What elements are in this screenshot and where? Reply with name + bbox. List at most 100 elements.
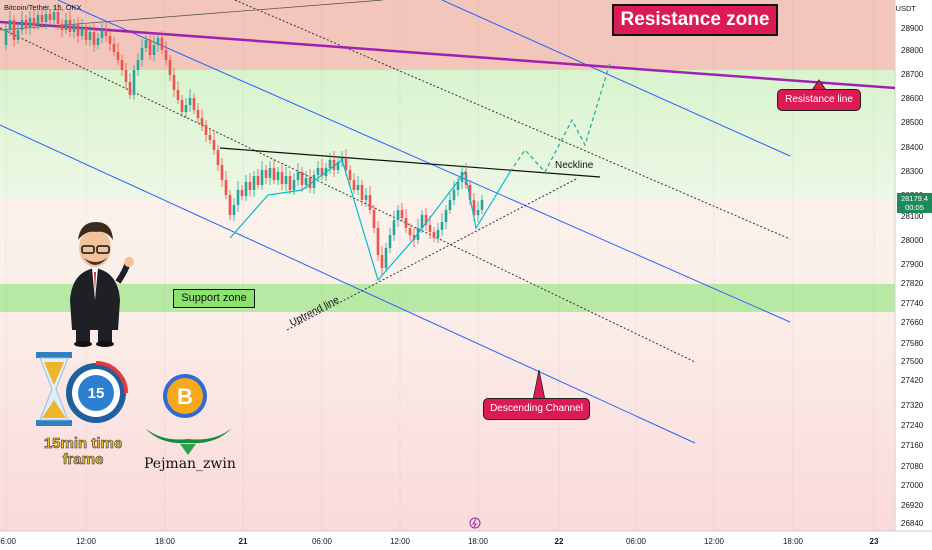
price-tick-label: 27080 bbox=[901, 462, 924, 471]
candle-body bbox=[404, 218, 408, 228]
candle-body bbox=[40, 15, 44, 22]
time-axis-background bbox=[0, 531, 932, 550]
channel-top-line[interactable] bbox=[441, 0, 791, 157]
svg-text:B: B bbox=[177, 384, 193, 409]
candle-body bbox=[168, 60, 172, 75]
time-tick-label: 12:00 bbox=[390, 537, 411, 546]
time-tick-label: 18:00 bbox=[783, 537, 804, 546]
candle-body bbox=[380, 255, 384, 268]
candle-body bbox=[96, 38, 100, 45]
grid-lines bbox=[5, 0, 875, 531]
candle-body bbox=[176, 90, 180, 100]
candle-body bbox=[424, 215, 428, 225]
svg-text:15: 15 bbox=[88, 385, 105, 402]
hourglass-icon bbox=[36, 352, 72, 426]
channel-lower-line[interactable] bbox=[0, 124, 696, 444]
candle-body bbox=[16, 30, 20, 40]
candle-body bbox=[8, 20, 12, 30]
candle-body bbox=[156, 38, 160, 45]
candle-body bbox=[244, 182, 248, 196]
candle-body bbox=[148, 40, 152, 55]
timeframe-label: 15min time frame bbox=[43, 435, 123, 468]
resistance-line[interactable] bbox=[0, 20, 896, 90]
candle-body bbox=[144, 40, 148, 48]
candle-body bbox=[480, 200, 484, 210]
candle-body bbox=[364, 195, 368, 200]
candle-body bbox=[184, 105, 188, 112]
candle-body bbox=[28, 18, 32, 28]
candle-body bbox=[292, 180, 296, 190]
current-price-tag: 28179.4 00:05 bbox=[897, 193, 932, 213]
candle-body bbox=[420, 215, 424, 228]
candle-body bbox=[64, 20, 68, 30]
price-tick-label: 27240 bbox=[901, 421, 924, 430]
candle-body bbox=[308, 178, 312, 188]
candle-body bbox=[468, 185, 472, 200]
time-axis-ticks: 06:00 12:00 18:00 21 06:00 12:00 18:00 22 06:00 1… bbox=[0, 537, 879, 546]
candle-body bbox=[212, 140, 216, 150]
candle-body bbox=[252, 176, 256, 190]
price-tick-label: 27900 bbox=[901, 260, 924, 269]
pattern-zigzag[interactable] bbox=[229, 159, 511, 282]
candle-body bbox=[48, 14, 52, 20]
neckline-label: Neckline bbox=[555, 160, 594, 171]
candle-body bbox=[192, 98, 196, 110]
price-tick-label: 26920 bbox=[901, 501, 924, 510]
candle-body bbox=[368, 195, 372, 210]
mid-band bbox=[0, 70, 895, 200]
candle-body bbox=[180, 100, 184, 112]
candle-body bbox=[76, 24, 80, 36]
candle-body bbox=[360, 185, 364, 200]
lightning-icon[interactable] bbox=[469, 517, 481, 529]
channel-upper-line[interactable] bbox=[57, 0, 791, 323]
candle-body bbox=[200, 118, 204, 125]
candle-body bbox=[100, 30, 104, 38]
candle-body bbox=[12, 20, 16, 40]
candle-body bbox=[52, 12, 56, 20]
channel-midline-1[interactable] bbox=[234, 0, 791, 240]
price-axis-ticks: 2890028800287002860028500284002830028200… bbox=[901, 24, 924, 528]
time-tick-label: 12:00 bbox=[704, 537, 725, 546]
price-tick-label: 27580 bbox=[901, 339, 924, 348]
top-trend-line[interactable] bbox=[0, 0, 384, 31]
candle-body bbox=[456, 182, 460, 190]
price-axis-background bbox=[895, 0, 932, 550]
candle-body bbox=[188, 98, 192, 105]
candle-body bbox=[332, 160, 336, 170]
candle-body bbox=[108, 36, 112, 44]
candle-body bbox=[60, 24, 64, 30]
candle-body bbox=[304, 178, 308, 185]
currency-label: USDT bbox=[895, 4, 916, 13]
neckline[interactable] bbox=[219, 147, 601, 178]
candle-body bbox=[220, 165, 224, 180]
candle-body bbox=[120, 60, 124, 70]
candle-body bbox=[352, 180, 356, 190]
candle-body bbox=[208, 135, 212, 140]
time-tick-label: 23 bbox=[870, 537, 879, 546]
candle-body bbox=[172, 75, 176, 90]
candle-body bbox=[224, 180, 228, 195]
candle-body bbox=[204, 125, 208, 135]
support-zone-label: Support zone bbox=[173, 289, 255, 308]
uptrend-line[interactable] bbox=[286, 177, 579, 331]
candle-body bbox=[44, 14, 48, 22]
price-tick-label: 28900 bbox=[901, 24, 924, 33]
candle-body bbox=[112, 44, 116, 52]
channel-midline-2[interactable] bbox=[0, 27, 696, 363]
symbol-label[interactable]: Bitcoin/Tether, 15, OKX bbox=[4, 3, 82, 12]
price-tick-label: 28700 bbox=[901, 70, 924, 79]
projected-path[interactable] bbox=[509, 62, 611, 174]
current-price-value: 28179.4 bbox=[900, 194, 929, 203]
candle-body bbox=[392, 220, 396, 235]
price-tick-label: 27500 bbox=[901, 357, 924, 366]
candle-body bbox=[104, 30, 108, 36]
price-tick-label: 26840 bbox=[901, 519, 924, 528]
candle-body bbox=[256, 176, 260, 185]
candle-body bbox=[320, 168, 324, 176]
candle-body bbox=[388, 235, 392, 248]
candle-body bbox=[196, 110, 200, 118]
candle-body bbox=[260, 170, 264, 185]
candle-body bbox=[344, 158, 348, 170]
candle-body bbox=[68, 20, 72, 32]
